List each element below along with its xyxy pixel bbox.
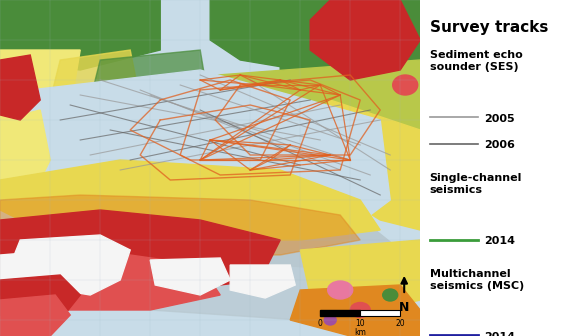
Ellipse shape (383, 289, 398, 301)
Polygon shape (0, 275, 80, 325)
Text: 2014: 2014 (484, 236, 515, 246)
Text: 0: 0 (318, 319, 323, 328)
Text: km: km (354, 328, 366, 336)
Polygon shape (0, 195, 360, 255)
Polygon shape (300, 100, 420, 190)
Bar (320, 310, 360, 316)
Polygon shape (340, 155, 420, 230)
Text: 20: 20 (395, 319, 405, 328)
Text: 2014: 2014 (484, 332, 515, 336)
Polygon shape (280, 20, 400, 90)
Polygon shape (300, 240, 420, 310)
Polygon shape (230, 265, 295, 298)
Polygon shape (50, 50, 140, 120)
Polygon shape (0, 50, 80, 120)
Ellipse shape (328, 281, 353, 299)
Polygon shape (290, 285, 420, 336)
Text: Survey tracks: Survey tracks (430, 20, 548, 35)
Polygon shape (90, 50, 210, 130)
Text: Single-channel
seismics: Single-channel seismics (430, 173, 522, 195)
Polygon shape (10, 70, 390, 250)
Polygon shape (310, 0, 420, 80)
Text: N: N (399, 301, 410, 314)
Ellipse shape (350, 302, 370, 318)
Text: Multichannel
seismics (MSC): Multichannel seismics (MSC) (430, 269, 524, 291)
Text: 2005: 2005 (484, 114, 515, 124)
Text: 2006: 2006 (484, 140, 515, 151)
Text: Sediment echo
sounder (SES): Sediment echo sounder (SES) (430, 50, 522, 72)
Polygon shape (0, 0, 160, 70)
Ellipse shape (345, 12, 395, 47)
Polygon shape (80, 240, 380, 320)
Bar (360, 310, 400, 316)
Polygon shape (150, 258, 230, 295)
Ellipse shape (393, 75, 418, 95)
Polygon shape (0, 160, 380, 240)
Polygon shape (0, 110, 50, 200)
Polygon shape (0, 250, 80, 295)
Polygon shape (140, 60, 420, 160)
Polygon shape (0, 210, 280, 290)
Polygon shape (0, 55, 40, 120)
Polygon shape (10, 235, 130, 295)
Polygon shape (210, 0, 420, 100)
Text: 10: 10 (355, 319, 365, 328)
Ellipse shape (324, 315, 336, 325)
Polygon shape (60, 200, 400, 270)
Polygon shape (0, 255, 220, 310)
Polygon shape (0, 295, 70, 336)
